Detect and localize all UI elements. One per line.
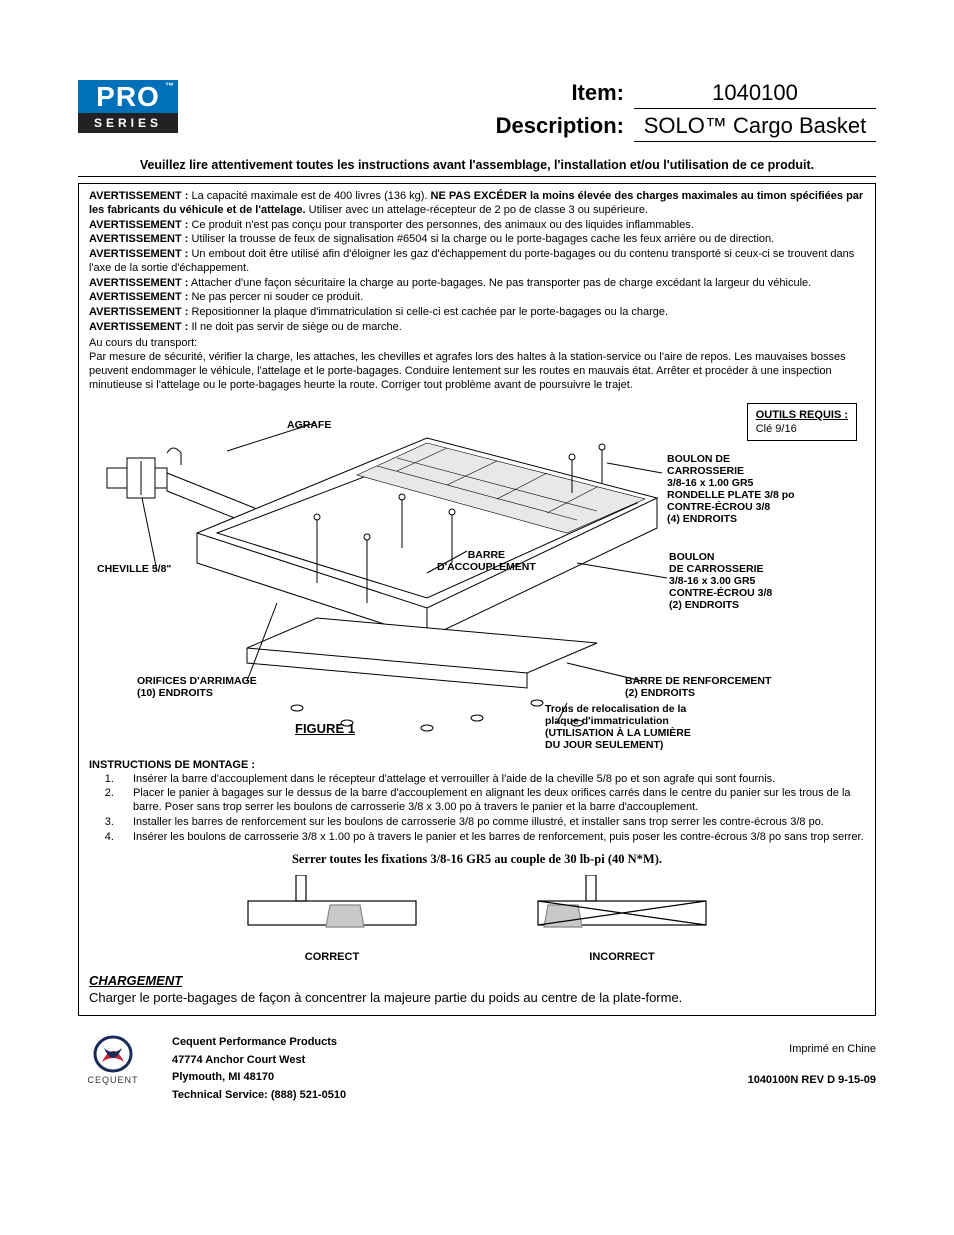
company-tech: Technical Service: (888) 521-0510 (172, 1087, 346, 1105)
logo-bottom: SERIES (78, 113, 178, 133)
item-value: 1040100 (634, 80, 876, 109)
main-box: AVERTISSEMENT : La capacité maximale est… (78, 183, 876, 1016)
warning-line: AVERTISSEMENT : Attacher d'une façon séc… (89, 277, 865, 291)
cequent-logo-text: CEQUENT (78, 1076, 148, 1085)
torque-note: Serrer toutes les fixations 3/8-16 GR5 a… (89, 852, 865, 867)
item-label: Item: (571, 80, 624, 106)
label-boulon1: BOULON DE CARROSSERIE 3/8-16 x 1.00 GR5 … (667, 453, 795, 525)
instruction-item: Insérer les boulons de carrosserie 3/8 x… (117, 831, 865, 845)
hitch-diagrams: CORRECT INCORRECT (89, 875, 865, 963)
hitch-incorrect: INCORRECT (532, 875, 712, 963)
hitch-correct: CORRECT (242, 875, 422, 963)
figure-caption: FIGURE 1 (295, 721, 355, 736)
instruction-item: Insérer la barre d'accouplement dans le … (117, 773, 865, 787)
instruction-item: Installer les barres de renforcement sur… (117, 816, 865, 830)
warning-line: AVERTISSEMENT : La capacité maximale est… (89, 190, 865, 218)
company-addr2: Plymouth, MI 48170 (172, 1069, 346, 1087)
desc-label: Description: (496, 113, 624, 139)
transport-body: Par mesure de sécurité, vérifier la char… (89, 351, 865, 392)
footer-right: Imprimé en Chine 1040100N REV D 9-15-09 (748, 1034, 876, 1096)
label-agrafe: AGRAFE (287, 419, 331, 431)
warning-line: AVERTISSEMENT : Repositionner la plaque … (89, 306, 865, 320)
instructions-list: Insérer la barre d'accouplement dans le … (89, 773, 865, 845)
instruction-item: Placer le panier à bagages sur le dessus… (117, 787, 865, 815)
label-trous: Trous de relocalisation de la plaque d'i… (545, 703, 691, 751)
label-barre-renf: BARRE DE RENFORCEMENT (2) ENDROITS (625, 675, 771, 699)
instructions-head: INSTRUCTIONS DE MONTAGE : (89, 759, 865, 771)
warnings-block: AVERTISSEMENT : La capacité maximale est… (89, 190, 865, 393)
company-addr1: 47774 Anchor Court West (172, 1052, 346, 1070)
label-orifices: ORIFICES D'ARRIMAGE (10) ENDROITS (137, 675, 257, 699)
label-cheville: CHEVILLE 5/8" (97, 563, 171, 575)
company-name: Cequent Performance Products (172, 1034, 346, 1052)
header-meta: Item: 1040100 Description: SOLO™ Cargo B… (218, 80, 876, 146)
company-address: Cequent Performance Products 47774 Ancho… (172, 1034, 346, 1104)
logo-tm: ™ (165, 82, 175, 92)
transport-head: Au cours du transport: (89, 337, 865, 351)
warning-line: AVERTISSEMENT : Ne pas percer ni souder … (89, 291, 865, 305)
footer: CEQUENT Cequent Performance Products 477… (78, 1034, 876, 1104)
figure-1-diagram: OUTILS REQUIS : Clé 9/16 (97, 403, 857, 753)
top-note: Veuillez lire attentivement toutes les i… (78, 158, 876, 177)
pro-series-logo: PRO ™ SERIES (78, 80, 178, 146)
warning-line: AVERTISSEMENT : Il ne doit pas servir de… (89, 321, 865, 335)
warning-line: AVERTISSEMENT : Un embout doit être util… (89, 248, 865, 276)
printed-in: Imprimé en Chine (748, 1034, 876, 1065)
cequent-logo: CEQUENT (78, 1034, 148, 1085)
warning-line: AVERTISSEMENT : Utiliser la trousse de f… (89, 233, 865, 247)
chargement-head: CHARGEMENT (89, 973, 865, 988)
warning-line: AVERTISSEMENT : Ce produit n'est pas con… (89, 219, 865, 233)
hitch-correct-label: CORRECT (242, 951, 422, 963)
revision: 1040100N REV D 9-15-09 (748, 1065, 876, 1096)
chargement-text: Charger le porte-bagages de façon à conc… (89, 990, 865, 1005)
hitch-incorrect-label: INCORRECT (532, 951, 712, 963)
label-boulon2: BOULON DE CARROSSERIE 3/8-16 x 3.00 GR5 … (669, 551, 772, 611)
desc-value: SOLO™ Cargo Basket (634, 113, 876, 142)
logo-top: PRO (96, 81, 160, 112)
label-barre-acc: BARRE D'ACCOUPLEMENT (437, 549, 536, 573)
